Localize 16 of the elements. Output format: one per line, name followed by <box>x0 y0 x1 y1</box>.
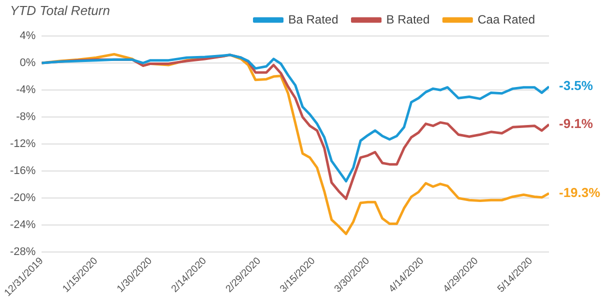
chart-title: YTD Total Return <box>10 3 110 18</box>
y-tick-label: -8% <box>16 111 36 124</box>
legend-label: Caa Rated <box>478 12 536 26</box>
legend-label: Ba Rated <box>288 12 338 26</box>
y-tick-label: -16% <box>10 165 36 178</box>
annotation: -19.3% <box>559 184 601 200</box>
y-tick-label: -24% <box>10 219 36 232</box>
y-tick-label: -20% <box>10 192 36 204</box>
y-tick-label: -28% <box>10 246 36 258</box>
y-tick-label: 4% <box>20 30 36 42</box>
y-tick-label: 0% <box>20 57 36 70</box>
y-tick-label: -4% <box>16 84 36 96</box>
annotation: -9.1% <box>559 116 594 132</box>
legend-label: B Rated <box>386 12 430 26</box>
y-tick-label: -12% <box>10 138 36 150</box>
annotation: -3.5% <box>559 78 594 94</box>
